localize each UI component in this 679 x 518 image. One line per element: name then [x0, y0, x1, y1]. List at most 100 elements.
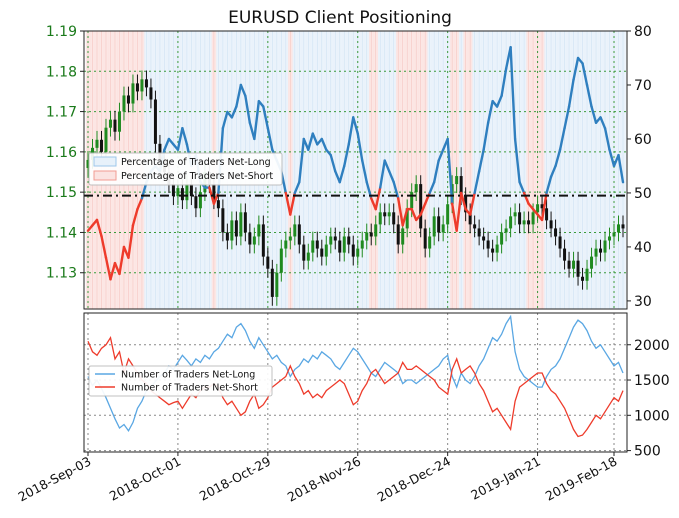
- candle-body: [567, 260, 571, 269]
- chart-title: EURUSD Client Positioning: [228, 8, 452, 28]
- candle-body: [266, 256, 270, 269]
- net-long-zone: [472, 31, 478, 309]
- price-axis-label: 1.16: [46, 145, 77, 161]
- net-short-percent-segment: [109, 261, 117, 281]
- candle-body: [495, 244, 499, 253]
- net-long-zone: [517, 31, 523, 309]
- net-long-percent-segment: [477, 148, 485, 173]
- percent-axis-label: 30: [634, 294, 652, 310]
- net-long-percent-segment: [253, 99, 261, 141]
- candle-body: [356, 248, 360, 257]
- net-short-percent-segment: [100, 234, 108, 259]
- candle-body: [95, 139, 99, 148]
- net-long-percent-segment: [473, 170, 481, 195]
- net-long-percent-segment: [176, 126, 184, 151]
- candle-body: [414, 184, 418, 193]
- candle-body: [383, 212, 387, 217]
- net-long-percent-segment: [482, 121, 490, 151]
- net-long-percent-segment: [379, 159, 386, 189]
- net-short-percent-segment: [450, 202, 458, 232]
- net-long-zone: [602, 31, 608, 309]
- percent-axis-label: 80: [634, 24, 652, 40]
- percent-axis-label: 40: [634, 240, 652, 256]
- candle-body: [333, 236, 337, 241]
- net-long-zone: [440, 31, 447, 309]
- price-axis-label: 1.17: [46, 105, 77, 121]
- candle-body: [594, 248, 598, 257]
- candle-body: [149, 87, 153, 100]
- candle-body: [446, 204, 450, 225]
- legend-label: Percentage of Traders Net-Long: [121, 157, 271, 168]
- net-long-percent-segment: [495, 94, 503, 108]
- net-short-zone: [413, 31, 420, 309]
- candle-body: [374, 224, 378, 237]
- candle-body: [482, 236, 486, 241]
- candle-body: [518, 212, 522, 225]
- net-long-percent-segment: [307, 132, 314, 151]
- legend-swatch: [93, 156, 117, 167]
- candle-body: [158, 143, 162, 160]
- net-short-percent-segment: [410, 207, 418, 222]
- candle-body: [599, 248, 603, 253]
- count-axis-label: 2000: [634, 338, 670, 354]
- date-axis-label: 2018-Nov-26: [285, 453, 363, 504]
- date-axis-label: 2018-Oct-01: [107, 453, 184, 503]
- net-long-zone: [382, 31, 388, 309]
- candle-body: [563, 248, 567, 261]
- bottom-legend: Number of Traders Net-Long Number of Trad…: [88, 365, 273, 397]
- candle-body: [320, 248, 324, 257]
- net-long-zone: [494, 31, 500, 309]
- candle-body: [347, 236, 351, 245]
- net-long-percent-segment: [181, 126, 189, 146]
- candle-body: [410, 192, 414, 209]
- net-long-zone: [499, 31, 505, 309]
- top-panel-frame: [83, 30, 628, 310]
- candle-body: [108, 119, 112, 128]
- net-long-percent-segment: [549, 164, 557, 178]
- date-axis-label: 2018-Oct-29: [197, 453, 274, 503]
- net-short-zone: [409, 31, 415, 309]
- candle-body: [185, 184, 189, 201]
- net-long-zone: [436, 31, 442, 309]
- net-long-zone: [575, 31, 581, 309]
- candle-body: [144, 79, 148, 88]
- net-long-zone: [566, 31, 572, 309]
- candle-body: [311, 240, 315, 253]
- net-long-count-line: [87, 314, 624, 433]
- candle-body: [324, 244, 328, 257]
- candle-body: [248, 232, 252, 245]
- candle-body: [558, 236, 562, 249]
- candle-body: [122, 95, 126, 112]
- net-long-percent-segment: [486, 99, 494, 124]
- candle-body: [545, 208, 549, 221]
- candle-body: [540, 204, 544, 209]
- candle-body: [441, 224, 445, 233]
- candle-body: [419, 184, 423, 229]
- net-long-percent-segment: [302, 137, 310, 151]
- percent-axis-label: 60: [634, 132, 652, 148]
- net-long-percent-segment: [509, 45, 517, 141]
- net-long-percent-segment: [585, 83, 593, 108]
- candle-body: [585, 268, 589, 281]
- candle-body: [176, 188, 180, 197]
- date-axis-label: 2019-Jan-21: [468, 453, 543, 502]
- candle-body: [351, 244, 355, 257]
- candle-body: [194, 196, 198, 209]
- candle-body: [581, 276, 585, 281]
- net-long-zone: [292, 31, 298, 309]
- net-short-percent-segment: [401, 207, 409, 227]
- net-short-zone: [463, 31, 469, 309]
- candle-body: [423, 228, 427, 249]
- candle-body: [576, 260, 580, 277]
- candle-body: [297, 224, 301, 245]
- net-long-zone: [571, 31, 577, 309]
- net-short-percent-segment: [127, 224, 135, 259]
- net-long-percent-segment: [163, 137, 171, 151]
- candle-body: [221, 208, 225, 233]
- net-long-percent-segment: [347, 116, 355, 146]
- net-long-percent-segment: [392, 180, 400, 200]
- candle-body: [126, 95, 130, 104]
- date-axis-label: 2019-Feb-18: [543, 453, 620, 503]
- percent-axis-label: 70: [634, 78, 652, 94]
